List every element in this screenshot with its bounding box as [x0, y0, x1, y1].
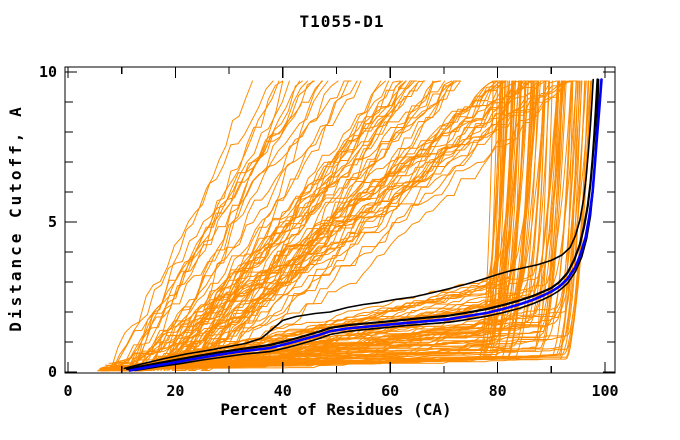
x-tick-label: 20: [166, 382, 184, 400]
orange-model-curve: [153, 80, 386, 371]
orange-model-curve: [178, 80, 420, 371]
best-model-curve: [128, 78, 603, 372]
reference-model-upper-curve: [123, 78, 595, 370]
orange-model-curve: [153, 80, 284, 371]
x-axis-label: Percent of Residues (CA): [220, 400, 451, 419]
y-tick-label: 10: [39, 63, 57, 81]
orange-model-curve: [153, 80, 402, 365]
x-tick-label: 60: [381, 382, 399, 400]
axes-layer: 0 20 40 60 80 100 0 5 10: [39, 63, 619, 400]
orange-model-curve: [153, 80, 549, 371]
orange-model-curve: [184, 80, 390, 371]
orange-model-curve: [134, 80, 521, 371]
y-tick-label: 0: [48, 363, 57, 381]
orange-model-curve: [188, 80, 441, 371]
orange-model-curve: [134, 80, 314, 371]
orange-model-curve: [127, 80, 527, 372]
orange-model-curve: [112, 80, 323, 371]
x-tick-label: 100: [591, 382, 618, 400]
orange-model-curve: [168, 80, 382, 371]
orange-model-curve: [203, 80, 567, 371]
orange-model-curve: [134, 80, 426, 371]
orange-model-curve: [200, 80, 531, 371]
orange-model-curve: [99, 80, 280, 371]
y-tick-label: 5: [48, 213, 57, 231]
chart-title: T1055-D1: [299, 12, 384, 31]
orange-model-curve: [172, 80, 425, 366]
orange-model-curve: [119, 80, 546, 371]
orange-model-curve: [108, 80, 329, 364]
orange-model-curve: [131, 80, 458, 369]
orange-model-curve: [164, 80, 284, 371]
orange-model-curve: [102, 80, 510, 370]
orange-model-curve: [203, 80, 501, 371]
orange-model-curve: [100, 80, 530, 371]
x-tick-label: 80: [489, 382, 507, 400]
plot-frame: [64, 66, 616, 374]
orange-model-curve: [163, 80, 339, 371]
orange-model-curve: [199, 80, 453, 369]
reference-model-mid-curve: [125, 78, 599, 371]
x-tick-label: 0: [63, 382, 72, 400]
orange-model-curve: [147, 80, 301, 371]
orange-model-curve: [105, 80, 303, 366]
reference-and-best-model-curves: [123, 78, 603, 372]
orange-model-curve: [135, 80, 358, 366]
orange-model-curve: [106, 80, 517, 369]
y-axis-label: Distance Cutoff, A: [6, 104, 25, 331]
orange-model-curve: [110, 80, 274, 371]
orange-model-curve: [148, 80, 494, 367]
x-tick-label: 40: [274, 382, 292, 400]
orange-model-curves: [97, 80, 593, 372]
